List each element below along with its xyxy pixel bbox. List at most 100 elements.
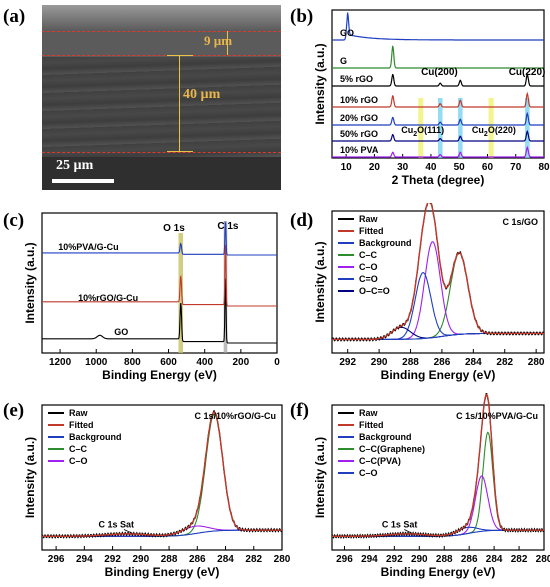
x-tick-label: 800 [124, 357, 141, 368]
legend-label: C–C [359, 250, 378, 260]
x-tick-label: 294 [76, 554, 93, 565]
highlight-band [458, 98, 463, 158]
xrd-series-line [332, 145, 544, 158]
legend-label: C–O [69, 456, 88, 466]
plot-frame [41, 404, 283, 551]
peak-annotation: Cu2O(111) [401, 125, 444, 138]
x-tick-label: 600 [160, 357, 177, 368]
series-label: 10%rGO/G-Cu [78, 293, 138, 303]
survey-series-line [42, 244, 277, 307]
legend-label: C–O [359, 262, 378, 272]
x-tick-label: 290 [411, 554, 428, 565]
annotation-pointer [404, 529, 412, 534]
peak-annotation: C 1s Sat [382, 520, 418, 530]
panel-d-label: (d) [290, 210, 314, 231]
xrd-series-line [332, 129, 544, 142]
xrd-series-line [332, 72, 544, 87]
x-tick-label: 290 [371, 357, 388, 368]
fitted-curve [42, 411, 282, 537]
legend-label: C–C [69, 444, 88, 454]
panel-f-label: (f) [290, 400, 309, 421]
x-tick-label: 280 [528, 357, 545, 368]
plot-frame [331, 404, 545, 551]
x-tick-label: 200 [233, 357, 250, 368]
x-tick-label: 280 [274, 554, 290, 565]
x-tick-label: 400 [196, 357, 213, 368]
x-tick-label: 286 [434, 357, 451, 368]
peak-annotation: Cu(200) [421, 67, 458, 78]
x-tick-label: 296 [48, 554, 65, 565]
x-tick-label: 50 [454, 162, 466, 173]
x-axis-label: Binding Energy (eV) [381, 565, 496, 579]
y-axis-label: Intensity (a.u.) [313, 437, 327, 518]
x-tick-label: 284 [217, 554, 234, 565]
x-tick-label: 286 [189, 554, 206, 565]
legend-label: Raw [69, 408, 89, 418]
xps-survey-chart: 1200 1000 800 600 400 200 0 Binding Energy (eV)… [23, 212, 280, 382]
x-tick-label: 80 [538, 162, 550, 173]
y-axis-label: Intensity (a.u.) [23, 242, 37, 323]
x-tick-label: 20 [369, 162, 381, 173]
legend-label: Raw [359, 408, 379, 418]
series-label: GO [114, 327, 128, 337]
peak-annotation: Cu(220) [509, 67, 546, 78]
chart-title: C 1s/10%rGO/G-Cu [194, 411, 276, 421]
plot-frame [41, 212, 278, 354]
x-axis-label: Binding Energy (eV) [105, 565, 220, 579]
legend-label: C–O [359, 468, 378, 478]
x-tick-label: 282 [496, 357, 513, 368]
x-tick-label: 292 [339, 357, 356, 368]
x-tick-label: 286 [461, 554, 478, 565]
y-axis-label: Intensity (a.u.) [313, 241, 327, 322]
fitted-curve [332, 393, 544, 537]
x-tick-label: 292 [386, 554, 403, 565]
series-label: 50% rGO [340, 129, 378, 139]
fitted-curve [332, 203, 544, 341]
x-tick-label: 284 [465, 357, 482, 368]
scale-bar [52, 179, 114, 183]
x-tick-label: 0 [274, 357, 280, 368]
x-tick-label: 282 [245, 554, 262, 565]
plot-frame [331, 210, 545, 354]
legend-label: Background [69, 432, 122, 442]
x-axis-label: Binding Energy (eV) [381, 368, 496, 382]
legend-label: C=O [359, 274, 378, 284]
legend-label: C–C(PVA) [359, 456, 401, 466]
y-axis-label: Intensity (a.u.) [313, 43, 327, 124]
x-tick-label: 288 [402, 357, 419, 368]
y-axis-label: Intensity (a.u.) [23, 437, 37, 518]
series-label: 5% rGO [340, 74, 373, 84]
x-tick-label: 288 [436, 554, 453, 565]
xrd-series-line [332, 45, 544, 69]
legend-label: C–C(Graphene) [359, 444, 425, 454]
x-tick-label: 296 [336, 554, 353, 565]
xps-c1s-rgo-chart: 296 294 292 290 288 286 284 282 280 Binding Energ… [23, 404, 290, 579]
series-label: 10%PVA/G-Cu [58, 242, 118, 252]
x-tick-label: 284 [486, 554, 503, 565]
survey-series-line [42, 278, 277, 344]
top-layer-thickness: 9 µm [204, 33, 233, 48]
x-tick-label: 70 [510, 162, 522, 173]
x-tick-label: 288 [161, 554, 178, 565]
highlight-band [488, 98, 494, 158]
legend-label: Background [359, 432, 412, 442]
series-label: 10% rGO [340, 95, 378, 105]
survey-series-line [42, 220, 277, 256]
series-label: G [340, 56, 347, 66]
legend-label: Fitted [359, 226, 384, 236]
xrd-series-line [332, 12, 544, 41]
x-tick-label: 30 [397, 162, 409, 173]
panel-c-label: (c) [3, 210, 25, 231]
x-tick-label: 292 [104, 554, 121, 565]
panel-a-label: (a) [3, 6, 26, 27]
legend-label: O–C=O [359, 286, 390, 296]
highlight-band [525, 98, 530, 158]
peak-annotation: O 1s [163, 223, 185, 234]
sem-cross-section-image: 9 µm 40 µm 25 µm [42, 5, 281, 190]
scale-bar-label: 25 µm [56, 158, 94, 173]
peak-annotation: C 1s [217, 221, 239, 232]
chart-title: C 1s/10%PVA/G-Cu [456, 411, 538, 421]
film-thickness: 40 µm [183, 87, 221, 102]
panel-e-label: (e) [3, 400, 25, 421]
x-tick-label: 280 [536, 554, 550, 565]
